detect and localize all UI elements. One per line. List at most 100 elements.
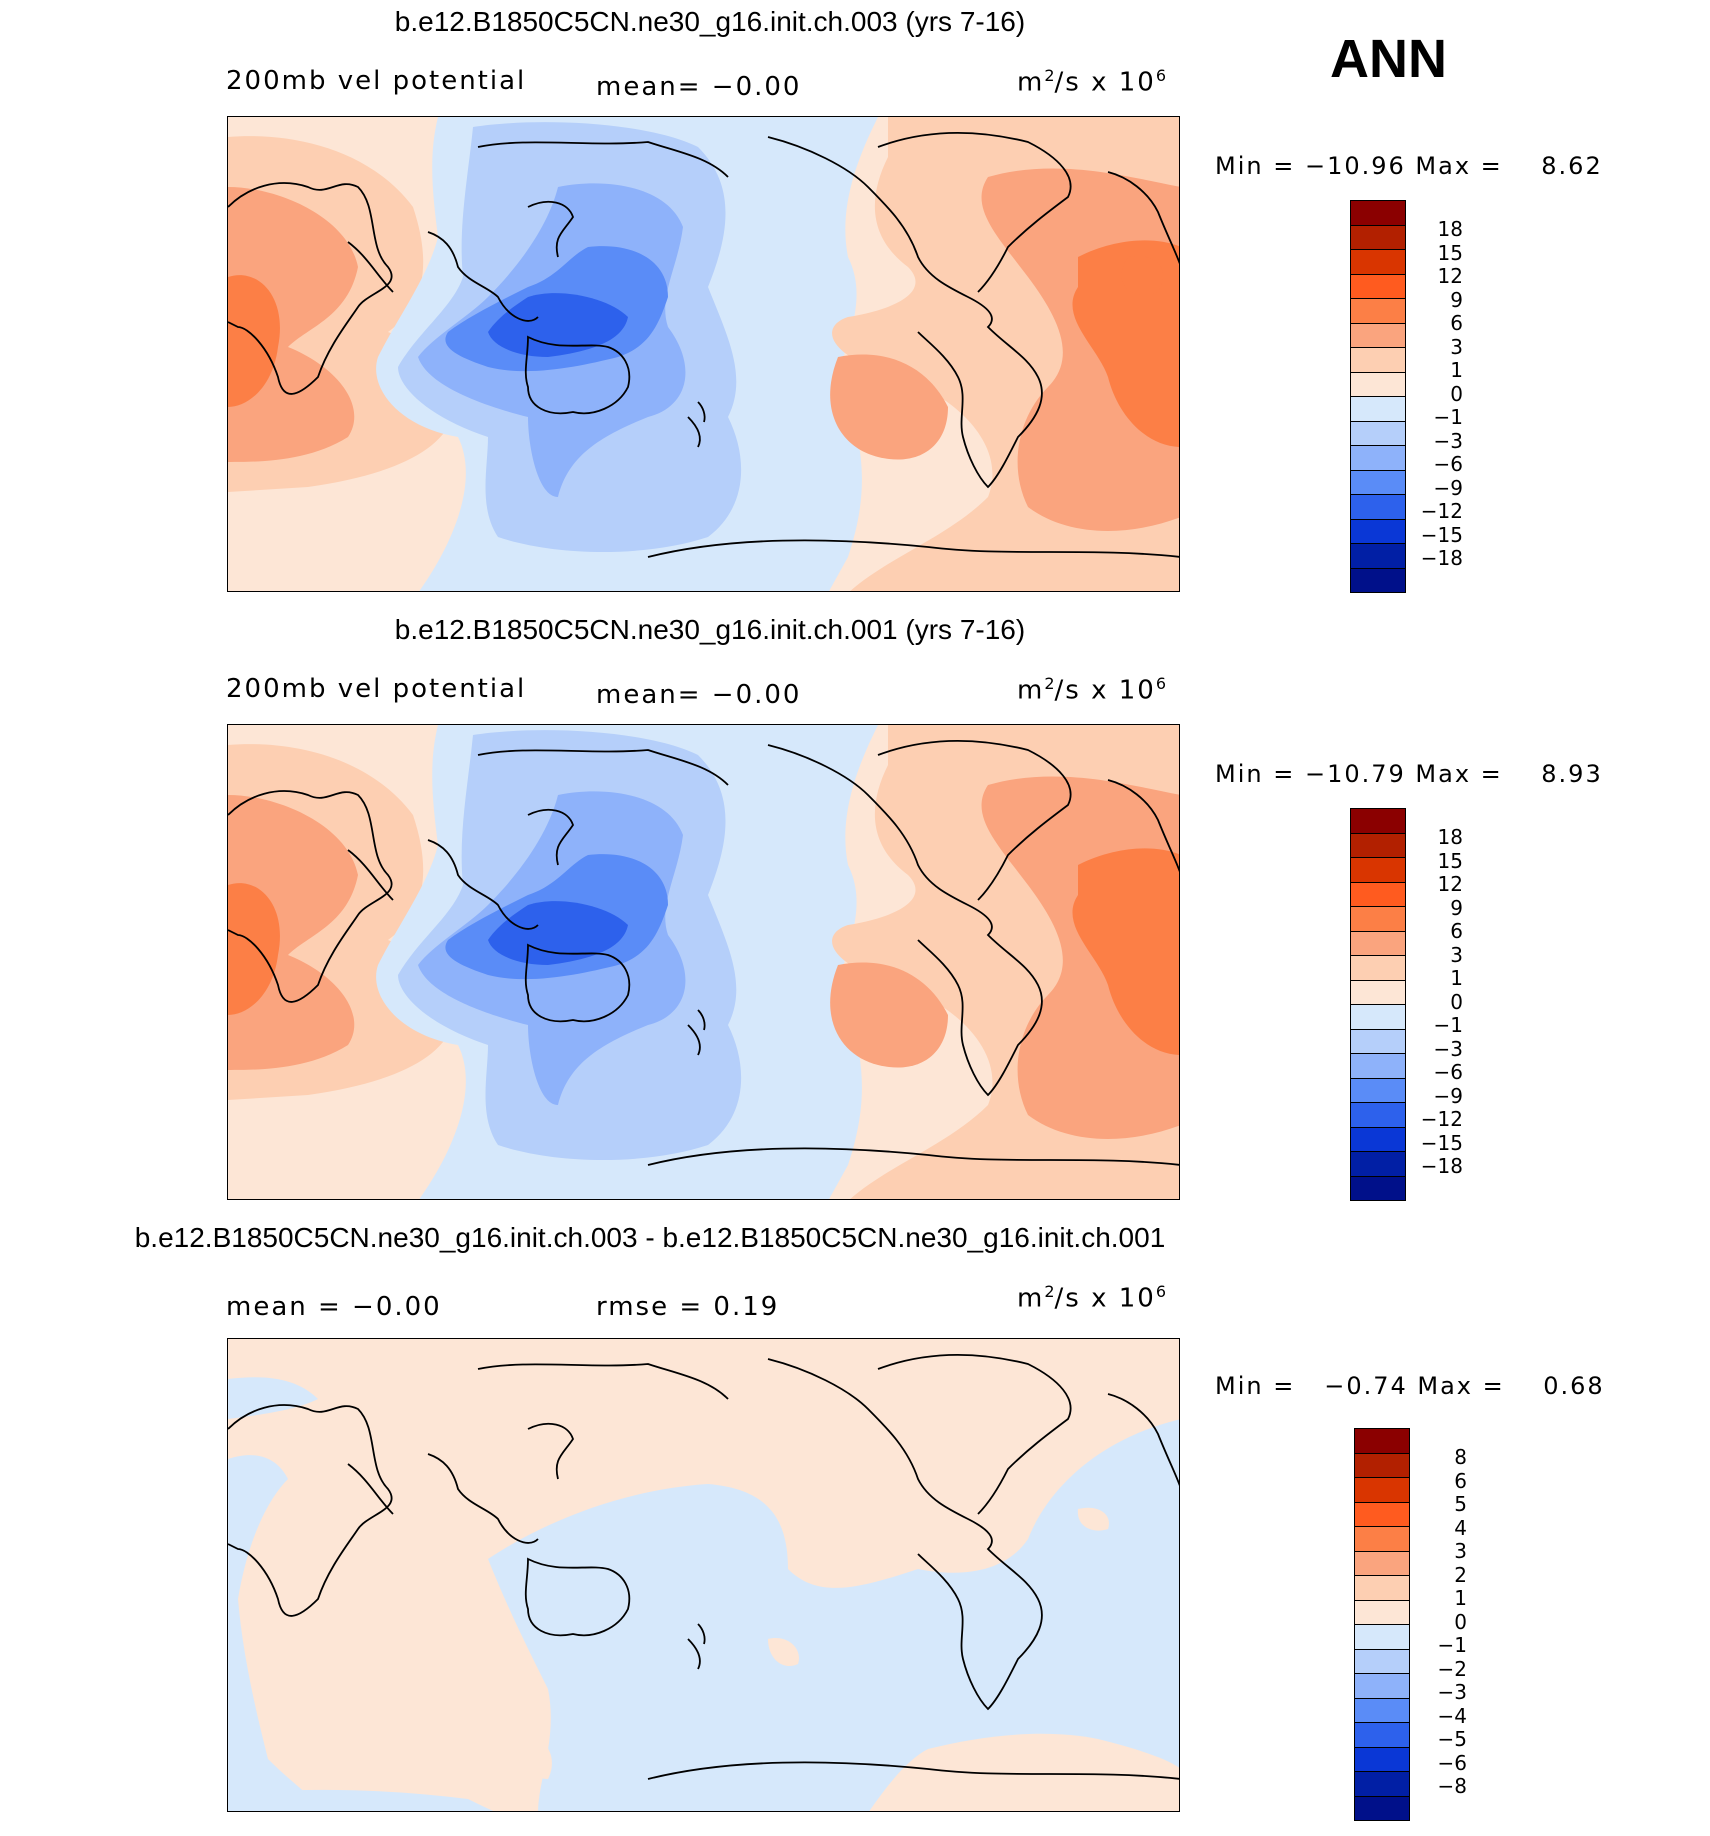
colorbar-swatch [1350, 519, 1406, 544]
colorbar-swatch [1350, 495, 1406, 520]
colorbar-tick: 9 [1450, 895, 1463, 920]
colorbar-tick: −15 [1420, 1130, 1463, 1155]
colorbar-tick: 12 [1437, 264, 1463, 288]
colorbar-tick: 6 [1450, 919, 1463, 943]
panel-title: b.e12.B1850C5CN.ne30_g16.init.ch.003 (yr… [394, 6, 1026, 37]
panel-2: b.e12.B1850C5CN.ne30_g16.init.ch.001 (yr… [0, 608, 1710, 1220]
colorbar-swatch [1350, 323, 1406, 348]
colorbar-swatch [1354, 1576, 1410, 1601]
colorbar-tick: −6 [1437, 1750, 1467, 1775]
mean-label: mean= −0.00 [596, 72, 802, 102]
mean-label: mean = −0.00 [226, 1292, 442, 1322]
colorbar-tick: −9 [1433, 1083, 1463, 1108]
colorbar-tick: 2 [1454, 1562, 1467, 1587]
colorbar-labels: 8 6 5 4 3 2 1 0 −1 −2 −3 −4 −5 −6 −8 [1419, 1445, 1467, 1799]
colorbar-tick: 1 [1454, 1586, 1467, 1610]
colorbar-swatch [1354, 1600, 1410, 1625]
variable-label: 200mb vel potential [226, 66, 527, 96]
colorbar-tick: −2 [1437, 1656, 1467, 1681]
colorbar-tick: −12 [1420, 499, 1463, 523]
colorbar-tick: 3 [1454, 1539, 1467, 1563]
colorbar-swatch [1350, 1054, 1406, 1079]
colorbar-swatch [1354, 1674, 1410, 1699]
panel-title: b.e12.B1850C5CN.ne30_g16.init.ch.001 (yr… [394, 614, 1026, 645]
colorbar-tick: 12 [1437, 872, 1463, 896]
colorbar-tick: 15 [1437, 848, 1463, 873]
min-max-label: Min = −10.96 Max = 8.62 [1215, 152, 1603, 180]
colorbar-swatch [1354, 1551, 1410, 1576]
panel-3: b.e12.B1850C5CN.ne30_g16.init.ch.003 - b… [0, 1216, 1710, 1828]
colorbar-swatch [1354, 1698, 1410, 1723]
colorbar-swatch [1350, 931, 1406, 956]
colorbar-swatch [1350, 1005, 1406, 1030]
colorbar-swatch [1350, 956, 1406, 981]
colorbar-tick: 18 [1437, 217, 1463, 241]
variable-label: 200mb vel potential [226, 674, 527, 704]
units-label: m2/s x 106 [1017, 674, 1167, 706]
colorbar-tick: −3 [1433, 428, 1463, 453]
colorbar-tick: 0 [1454, 1609, 1467, 1634]
units-label: m2/s x 106 [1017, 66, 1167, 98]
colorbar-swatch [1354, 1527, 1410, 1552]
colorbar-tick: −8 [1437, 1774, 1467, 1798]
colorbar-swatch [1350, 858, 1406, 883]
colorbar-swatch [1350, 348, 1406, 373]
colorbar-tick: −15 [1420, 522, 1463, 547]
colorbar-tick: 8 [1454, 1445, 1467, 1469]
colorbar-swatch [1350, 250, 1406, 275]
colorbar-tick: −5 [1437, 1727, 1467, 1751]
colorbar-swatch [1354, 1723, 1410, 1748]
colorbar-tick: 0 [1450, 381, 1463, 406]
colorbar-swatch [1350, 544, 1406, 569]
colorbar-swatch [1354, 1747, 1410, 1772]
colorbar-swatch [1354, 1625, 1410, 1650]
colorbar-tick: −1 [1433, 405, 1463, 429]
panel-title: b.e12.B1850C5CN.ne30_g16.init.ch.003 - b… [134, 1222, 1166, 1253]
colorbar-swatch [1354, 1502, 1410, 1527]
colorbar-swatch [1350, 1152, 1406, 1177]
colorbar-tick: −6 [1433, 452, 1463, 476]
colorbar-swatch [1354, 1453, 1410, 1478]
min-max-label: Min = −10.79 Max = 8.93 [1215, 760, 1603, 788]
colorbar-tick: 5 [1454, 1492, 1467, 1516]
colorbar-tick: 0 [1450, 989, 1463, 1014]
colorbar-swatch [1350, 225, 1406, 250]
units-label: m2/s x 106 [1017, 1282, 1167, 1314]
colorbar-swatch [1354, 1649, 1410, 1674]
colorbar-labels: 18 15 12 9 6 3 1 0 −1 −3 −6 −9 −12 −15 −… [1415, 217, 1463, 571]
colorbar-swatch [1350, 421, 1406, 446]
colorbar-tick: 6 [1450, 311, 1463, 335]
colorbar-swatch [1350, 1078, 1406, 1103]
colorbar-swatch [1350, 1127, 1406, 1152]
colorbar-swatch [1350, 446, 1406, 471]
colorbar-labels: 18 15 12 9 6 3 1 0 −1 −3 −6 −9 −12 −15 −… [1415, 825, 1463, 1179]
colorbar-tick: −6 [1433, 1060, 1463, 1084]
colorbar-tick: −3 [1433, 1036, 1463, 1061]
season-label: ANN [1330, 29, 1447, 89]
panel-1: b.e12.B1850C5CN.ne30_g16.init.ch.003 (yr… [0, 0, 1710, 612]
colorbar-tick: −12 [1420, 1107, 1463, 1131]
colorbar-tick: −1 [1433, 1013, 1463, 1037]
colorbar-swatch [1350, 882, 1406, 907]
min-max-label: Min = −0.74 Max = 0.68 [1215, 1372, 1605, 1400]
map-plot [227, 724, 1180, 1200]
colorbar [1354, 1428, 1410, 1821]
colorbar-tick: 18 [1437, 825, 1463, 849]
rmse-label: rmse = 0.19 [596, 1292, 780, 1322]
colorbar-swatch [1350, 1029, 1406, 1054]
colorbar-tick: −4 [1437, 1703, 1467, 1728]
colorbar [1350, 808, 1406, 1201]
mean-label: mean= −0.00 [596, 680, 802, 710]
colorbar-swatch [1350, 1103, 1406, 1128]
map-plot [227, 116, 1180, 592]
colorbar-tick: −18 [1420, 546, 1463, 570]
colorbar-tick: −1 [1437, 1633, 1467, 1657]
colorbar-swatch [1350, 833, 1406, 858]
colorbar-swatch [1350, 200, 1406, 226]
colorbar-swatch [1350, 299, 1406, 324]
colorbar-tick: 15 [1437, 240, 1463, 265]
colorbar-swatch [1350, 1176, 1406, 1201]
colorbar-swatch [1350, 808, 1406, 834]
colorbar [1350, 200, 1406, 593]
colorbar-swatch [1350, 274, 1406, 299]
